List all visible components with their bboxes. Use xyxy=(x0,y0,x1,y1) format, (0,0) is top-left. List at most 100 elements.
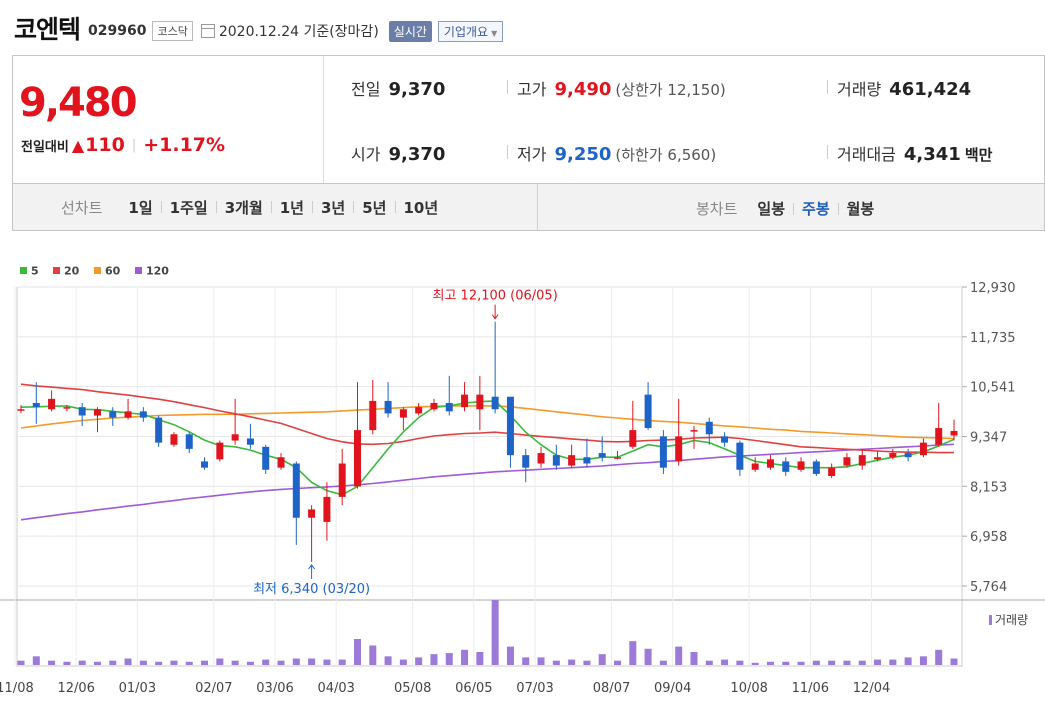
trade-amount: 거래대금 4,341 백만 xyxy=(837,141,992,165)
legend-swatch-120 xyxy=(135,267,142,274)
tab-1week[interactable]: 1주일 xyxy=(169,198,208,217)
volume-bar-6 xyxy=(109,660,117,665)
high-annotation: 최고 12,100 (06/05) xyxy=(433,289,558,304)
candle-body xyxy=(858,455,866,466)
candle-52 xyxy=(812,459,820,477)
ma20-line xyxy=(20,383,954,454)
x-tick-label: 02/07 xyxy=(195,681,232,696)
candle-chart-label: 봉차트 xyxy=(696,200,738,218)
x-tick-label: 12/04 xyxy=(853,681,890,696)
candle-body xyxy=(415,407,423,414)
candle-18 xyxy=(292,461,300,545)
candle-body xyxy=(506,396,514,456)
open-price: 시가 9,370 xyxy=(351,141,445,165)
down-arrow-icon xyxy=(491,314,499,320)
volume-legend-label: 거래량 xyxy=(995,613,1028,627)
candle-body xyxy=(139,411,147,418)
divider: | xyxy=(131,137,137,153)
volume-bar-15 xyxy=(246,661,254,665)
candle-32 xyxy=(506,396,514,468)
candle-36 xyxy=(568,444,576,468)
chart-legend: 5 20 60 120 xyxy=(20,265,169,278)
candle-39 xyxy=(614,450,622,460)
candle-46 xyxy=(721,432,729,447)
current-price: 9,480 xyxy=(19,80,138,126)
volume-bar-14 xyxy=(231,660,239,665)
candle-body xyxy=(63,407,71,409)
prev-close-value: 9,370 xyxy=(388,79,446,100)
tab-weekly[interactable]: 주봉 xyxy=(802,200,830,218)
candle-10 xyxy=(170,432,178,447)
candle-body xyxy=(659,436,667,468)
candle-body xyxy=(17,409,25,411)
candle-0 xyxy=(17,405,25,414)
candle-body xyxy=(644,394,652,429)
candle-body xyxy=(353,430,361,487)
candle-body xyxy=(629,430,637,447)
upper-limit: (상한가 12,150) xyxy=(615,81,726,99)
tab-10year[interactable]: 10년 xyxy=(403,198,439,217)
candle-body xyxy=(766,459,774,468)
divider xyxy=(837,202,839,215)
candle-27 xyxy=(430,398,438,412)
candle-body xyxy=(491,396,499,410)
ma60-line xyxy=(20,405,955,440)
volume-bar-17 xyxy=(277,660,285,665)
volume-bar-1 xyxy=(32,656,40,665)
candle-34 xyxy=(537,446,545,468)
candle-body xyxy=(751,463,759,470)
change-label: 전일대비 xyxy=(21,139,69,155)
volume-bar-42 xyxy=(659,660,667,665)
tab-1year[interactable]: 1년 xyxy=(279,198,304,217)
candlestick-chart[interactable]: 5 20 60 120 12,930 11,735 10,541 9,347 8,153 6,95… xyxy=(0,255,1045,708)
divider xyxy=(394,201,396,213)
low-value: 9,250 xyxy=(554,144,612,165)
candle-body xyxy=(170,434,178,445)
legend-label-5: 5 xyxy=(31,265,39,278)
amount-unit: 백만 xyxy=(964,146,993,164)
volume-bar-60 xyxy=(935,649,943,665)
volume-bar-53 xyxy=(828,660,836,665)
company-info-dropdown[interactable]: 기업개요 ▼ xyxy=(437,20,504,42)
divider xyxy=(537,184,538,230)
candle-55 xyxy=(858,448,866,470)
volume-bar-24 xyxy=(384,656,392,665)
volume-bar-13 xyxy=(216,658,224,665)
volume-bar-37 xyxy=(583,660,591,665)
tab-1day[interactable]: 1일 xyxy=(128,198,153,217)
volume-bar-4 xyxy=(78,660,86,665)
low-price: 저가 9,250 (하한가 6,560) xyxy=(517,141,716,165)
candle-body xyxy=(950,430,958,436)
tab-monthly[interactable]: 월봉 xyxy=(846,200,875,218)
line-chart-label: 선차트 xyxy=(61,198,103,217)
volume-bar-61 xyxy=(950,658,958,665)
candle-61 xyxy=(950,419,958,441)
candle-6 xyxy=(109,407,117,426)
tab-3month[interactable]: 3개월 xyxy=(224,198,263,217)
candle-body xyxy=(246,438,254,445)
candle-body xyxy=(828,467,836,477)
volume-bar-29 xyxy=(461,649,469,665)
candle-body xyxy=(93,409,101,416)
volume-bar-40 xyxy=(629,641,637,665)
company-info-label: 기업개요 xyxy=(443,24,489,39)
tab-daily[interactable]: 일봉 xyxy=(757,200,786,218)
candle-47 xyxy=(736,440,744,477)
high-label: 고가 xyxy=(517,80,547,99)
change-row: 전일대비 ▲ 110 | +1.17% xyxy=(21,134,225,156)
candle-body xyxy=(522,455,530,468)
candle-51 xyxy=(797,457,805,472)
candle-2 xyxy=(48,390,56,412)
tab-5year[interactable]: 5년 xyxy=(362,198,387,217)
y-tick-label: 8,153 xyxy=(970,480,1007,495)
volume-bar-16 xyxy=(262,659,270,665)
realtime-button[interactable]: 실시간 xyxy=(388,20,432,42)
divider xyxy=(215,201,217,213)
volume-bar-43 xyxy=(675,646,683,665)
volume-bar-11 xyxy=(185,661,193,665)
tab-3year[interactable]: 3년 xyxy=(321,198,346,217)
volume-bar-9 xyxy=(155,661,163,665)
candle-11 xyxy=(185,432,193,454)
candle-57 xyxy=(889,448,897,460)
candle-58 xyxy=(904,448,912,462)
